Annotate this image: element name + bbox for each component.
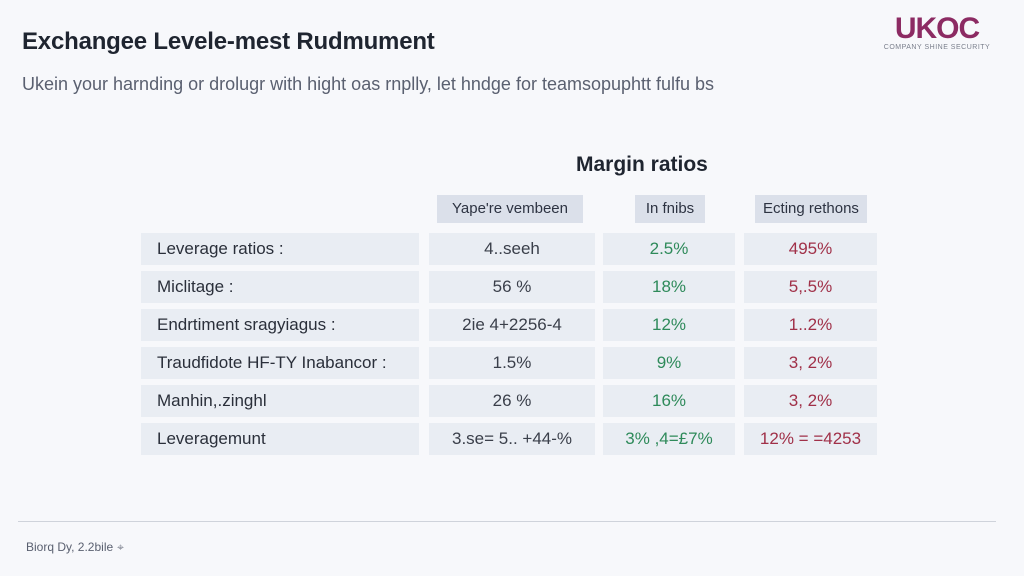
- row-value-1: 4..seeh: [429, 233, 595, 265]
- row-value-2: 12%: [603, 309, 735, 341]
- row-value-3: 3, 2%: [744, 347, 877, 379]
- pin-icon[interactable]: ⌖: [117, 540, 124, 554]
- table-row[interactable]: Traudfidote HF-TY Inabancor : 1.5% 9% 3,…: [0, 347, 1024, 379]
- row-value-2: 18%: [603, 271, 735, 303]
- column-header-3[interactable]: Ecting rethons: [755, 195, 867, 223]
- footer-divider: [18, 521, 996, 522]
- logo-tagline: COMPANY SHINE SECURITY: [883, 44, 991, 51]
- row-value-1: 2ie 4+2256-4: [429, 309, 595, 341]
- row-value-2: 9%: [603, 347, 735, 379]
- column-header-2[interactable]: In fnibs: [635, 195, 705, 223]
- row-value-3: 495%: [744, 233, 877, 265]
- table-row[interactable]: Manhin,.zinghl 26 % 16% 3, 2%: [0, 385, 1024, 417]
- column-header-1[interactable]: Yape're vembeen: [437, 195, 583, 223]
- row-value-2: 2.5%: [603, 233, 735, 265]
- page-title: Exchangee Levele-mest Rudmument: [22, 28, 435, 55]
- row-label: Traudfidote HF-TY Inabancor :: [141, 347, 419, 379]
- row-label: Leveragemunt: [141, 423, 419, 455]
- page-subtitle: Ukein your harnding or drolugr with high…: [22, 74, 715, 94]
- row-value-1: 26 %: [429, 385, 595, 417]
- table-row[interactable]: Endrtiment sragyiagus : 2ie 4+2256-4 12%…: [0, 309, 1024, 341]
- footer-text: Biorq Dy, 2.2bile: [26, 540, 114, 554]
- row-label: Manhin,.zinghl: [141, 385, 419, 417]
- row-value-3: 3, 2%: [744, 385, 877, 417]
- table-row[interactable]: Leveragemunt 3.se= 5.. +44-% 3% ,4=£7% 1…: [0, 423, 1024, 455]
- row-label: Leverage ratios :: [141, 233, 419, 265]
- table-row[interactable]: Miclitage : 56 % 18% 5,.5%: [0, 271, 1024, 303]
- logo[interactable]: UKOC COMPANY SHINE SECURITY: [882, 12, 992, 51]
- row-label: Miclitage :: [141, 271, 419, 303]
- row-value-1: 56 %: [429, 271, 595, 303]
- footer: Biorq Dy, 2.2bile ⌖: [26, 540, 124, 555]
- table-title: Margin ratios: [576, 153, 708, 176]
- row-value-1: 3.se= 5.. +44-%: [429, 423, 595, 455]
- table-row[interactable]: Leverage ratios : 4..seeh 2.5% 495%: [0, 233, 1024, 265]
- row-value-3: 1..2%: [744, 309, 877, 341]
- row-value-3: 5,.5%: [744, 271, 877, 303]
- row-value-2: 3% ,4=£7%: [603, 423, 735, 455]
- row-label: Endrtiment sragyiagus :: [141, 309, 419, 341]
- row-value-2: 16%: [603, 385, 735, 417]
- logo-mark: UKOC: [894, 12, 980, 45]
- row-value-1: 1.5%: [429, 347, 595, 379]
- row-value-3: 12% = =4253: [744, 423, 877, 455]
